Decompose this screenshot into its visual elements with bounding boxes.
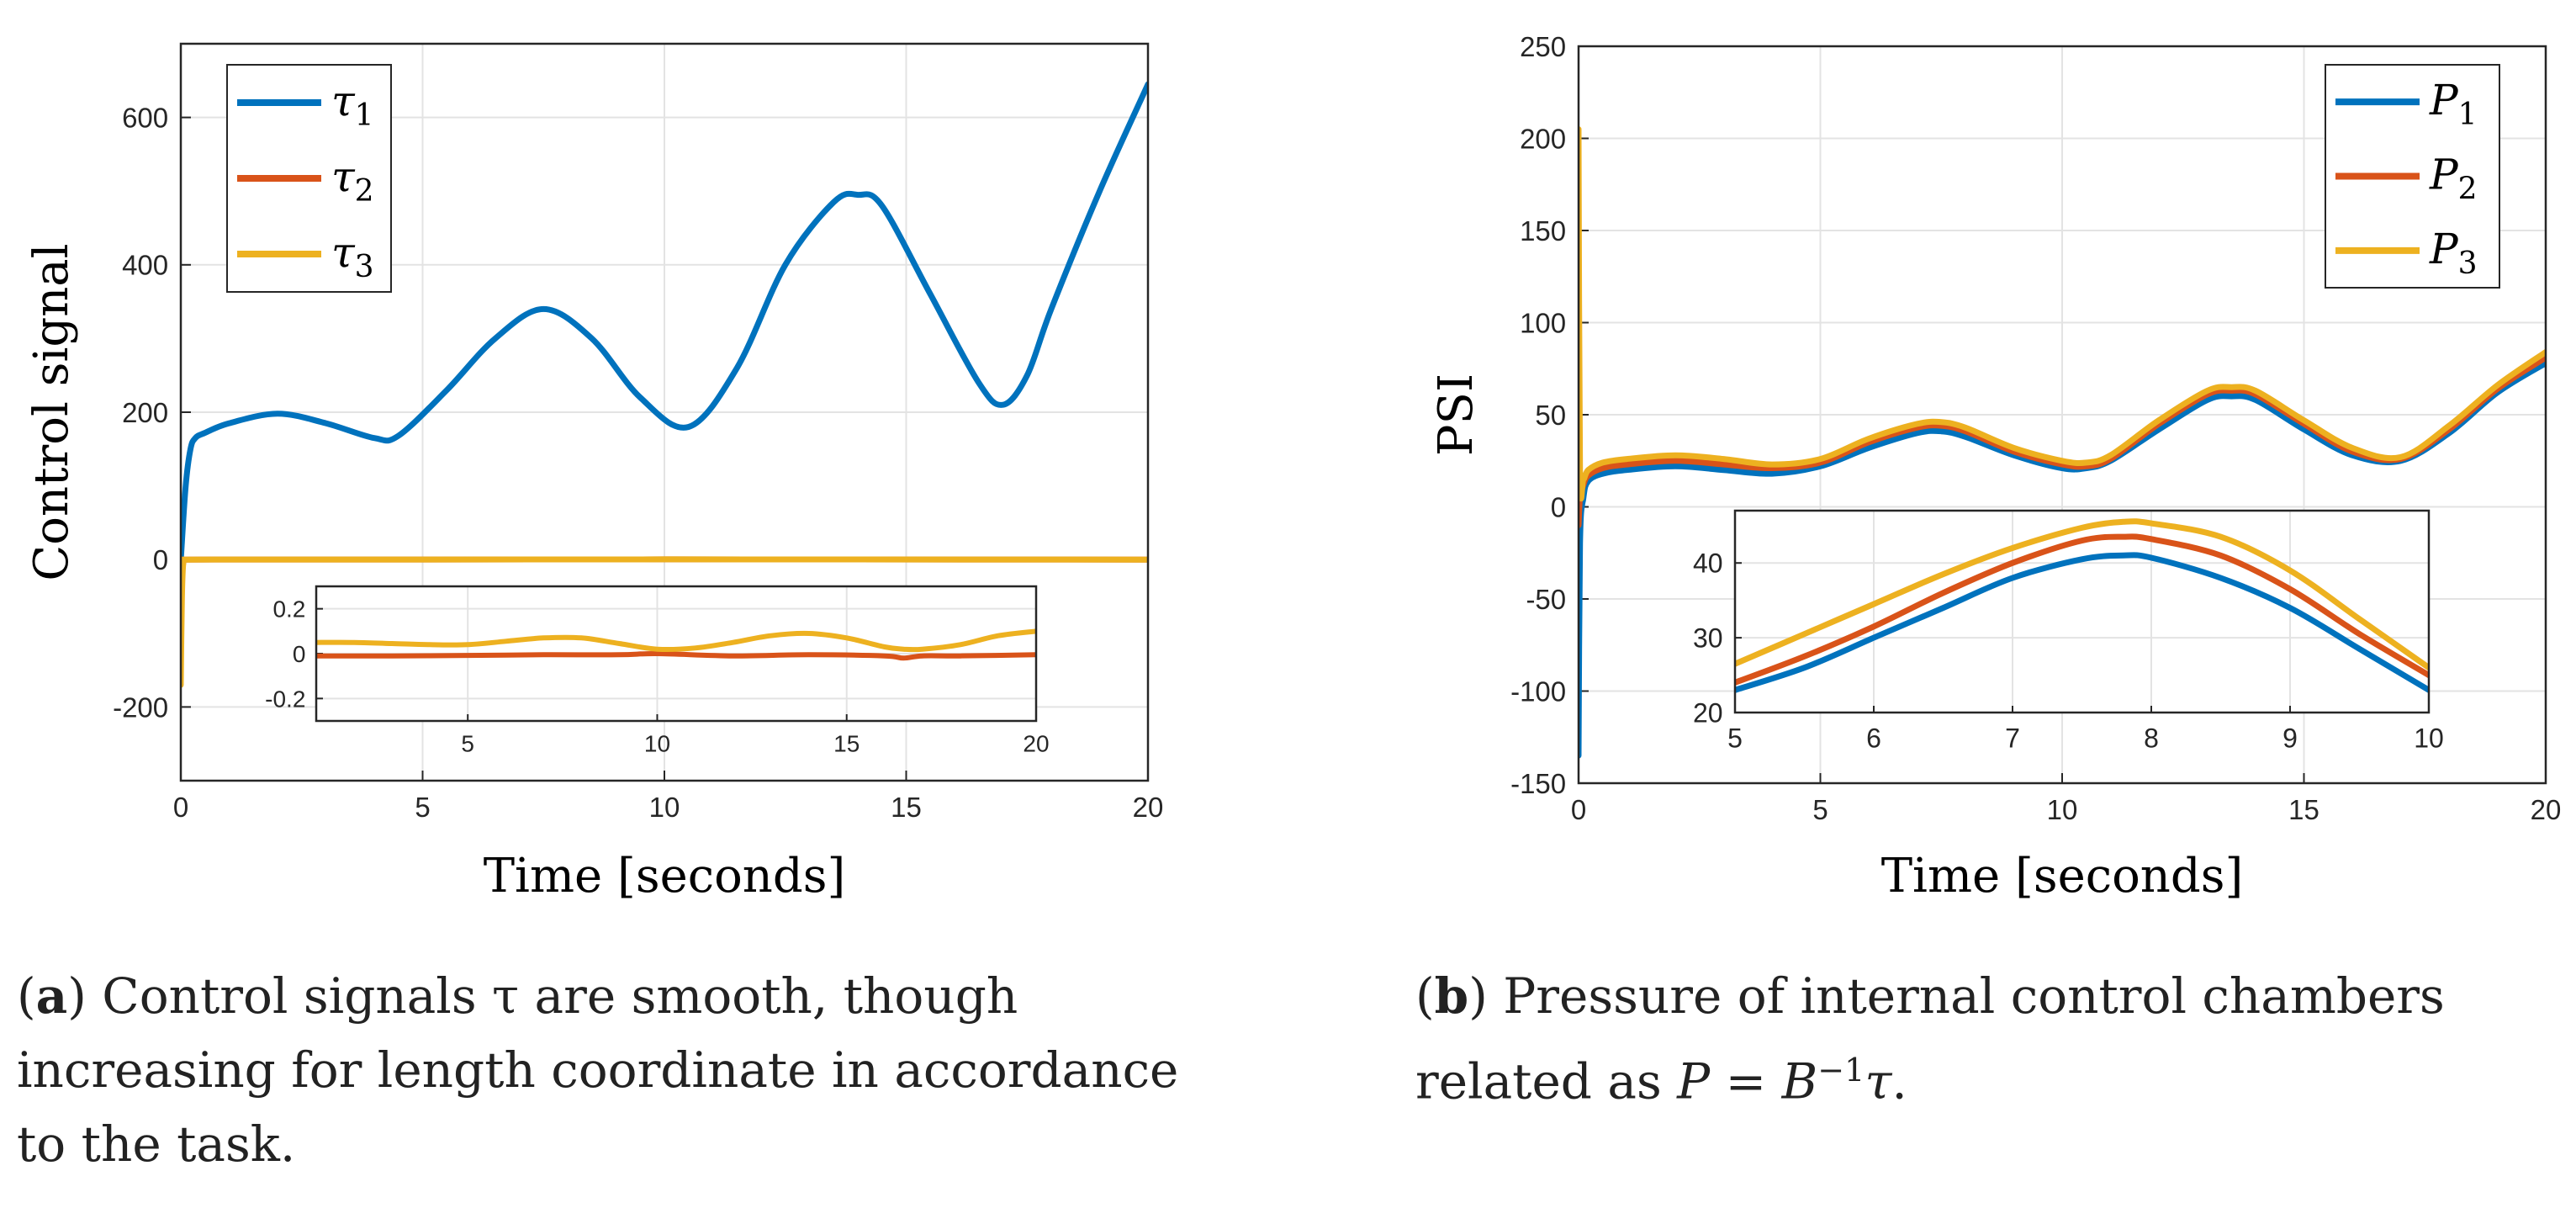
- caption-b: (b) Pressure of internal control chamber…: [1415, 967, 2445, 1110]
- b-legend-base: P: [2429, 76, 2459, 125]
- b-ytick-label: 250: [1520, 31, 1566, 62]
- b-inset-series-group: [1735, 518, 2429, 693]
- b-legend-base: P: [2429, 225, 2459, 273]
- b-legend-sub: 1: [2458, 98, 2478, 132]
- a-series-group: [181, 81, 1148, 688]
- a-inset-xtick-label: 10: [644, 730, 670, 756]
- a-legend-label-3: τ3: [331, 228, 374, 284]
- a-xtick-label: 20: [1133, 792, 1164, 823]
- b-inset-xtick-label: 10: [2414, 723, 2444, 754]
- b-line-P3: [1579, 126, 2546, 501]
- b-inset-ytick-label: 20: [1693, 698, 1723, 729]
- a-ylabel: Control signal: [24, 243, 79, 580]
- b-frame: [1577, 45, 2547, 785]
- a-inset-xtick-label: 20: [1023, 730, 1049, 756]
- b-ytick-label: 200: [1520, 123, 1566, 154]
- a-inset-series-group: [316, 628, 1036, 661]
- a-legend-label-1: τ1: [331, 77, 374, 133]
- a-legend-sub: 3: [355, 250, 374, 284]
- caption-b-math-p: P: [1677, 1052, 1711, 1110]
- a-ytick-label: 600: [122, 102, 168, 133]
- b-legend-label-1: P1: [2429, 76, 2478, 132]
- a-xtick-label: 0: [173, 792, 188, 823]
- caption-a-label: a: [35, 967, 68, 1025]
- b-inset-ytick-label: 40: [1693, 548, 1723, 579]
- a-legend-base: τ: [331, 228, 356, 277]
- b-line-P2: [1579, 354, 2546, 528]
- a-legend-base: τ: [331, 152, 356, 201]
- b-inset-line-P3: [1735, 518, 2429, 671]
- a-legend-base: τ: [331, 77, 356, 125]
- b-legend-sub: 3: [2458, 246, 2478, 281]
- caption-a-text: Control signals τ are smooth, though inc…: [17, 967, 1179, 1173]
- a-legend-sub: 1: [355, 98, 374, 133]
- a-xtick-label: 5: [415, 792, 430, 823]
- a-inset-frame: [315, 585, 1038, 723]
- b-inset-xtick-label: 6: [1866, 723, 1881, 754]
- b-legend-label-3: P3: [2429, 225, 2478, 281]
- b-ytick-label: 150: [1520, 215, 1566, 246]
- b-xlabel: Time [seconds]: [1881, 849, 2244, 903]
- a-ytick-label: 400: [122, 250, 168, 281]
- b-xtick-label: 20: [2531, 794, 2562, 825]
- b-ytick-label: 100: [1520, 307, 1566, 338]
- a-legend-sub: 2: [355, 174, 374, 209]
- b-inset-line-P2: [1735, 533, 2429, 686]
- b-legend-label-2: P2: [2429, 151, 2478, 207]
- a-xlabel: Time [seconds]: [484, 849, 846, 903]
- b-inset: 5 6 7 8 9 10 20 30 40: [1693, 509, 2444, 754]
- a-inset-line-τ3: [316, 628, 1036, 653]
- b-ytick-label: -150: [1510, 768, 1566, 799]
- b-ylabel: PSI: [1429, 374, 1484, 456]
- b-ytick-label: 0: [1551, 491, 1566, 522]
- caption-a: (a) Control signals τ are smooth, though…: [17, 967, 1179, 1173]
- a-line-τ3: [181, 556, 1148, 688]
- b-xtick-label: 0: [1571, 794, 1586, 825]
- a-inset-ytick-label: -0.2: [265, 686, 305, 712]
- a-frame: [179, 42, 1150, 782]
- b-inset-xtick-label: 7: [2005, 723, 2020, 754]
- b-line-P1: [1579, 360, 2546, 759]
- b-inset-xtick-label: 5: [1727, 723, 1743, 754]
- a-ytick-label: -200: [113, 691, 168, 723]
- a-xtick-label: 10: [649, 792, 680, 823]
- caption-b-math-sup: −1: [1817, 1052, 1865, 1089]
- b-legend-base: P: [2429, 151, 2459, 199]
- caption-b-math-b: = B: [1710, 1052, 1818, 1110]
- b-xtick-label: 15: [2288, 794, 2319, 825]
- b-ytick-label: -100: [1510, 676, 1566, 707]
- caption-b-label: b: [1434, 967, 1469, 1025]
- b-legend-sub: 2: [2458, 172, 2478, 207]
- a-inset-ytick-label: 0.2: [272, 596, 305, 623]
- b-inset-xtick-label: 9: [2282, 723, 2298, 754]
- b-xtick-label: 10: [2047, 794, 2078, 825]
- a-line-τ1: [181, 81, 1148, 563]
- caption-b-period: .: [1891, 1052, 1907, 1110]
- a-inset: 5 10 15 20 -0.2 0 0.2: [265, 585, 1050, 756]
- b-inset-xtick-label: 8: [2144, 723, 2159, 754]
- caption-b-text: Pressure of internal control chambers re…: [1415, 967, 2445, 1110]
- a-inset-ytick-label: 0: [293, 641, 306, 667]
- b-ytick-label: -50: [1526, 584, 1566, 615]
- a-inset-line-τ2: [316, 650, 1036, 661]
- b-inset-frame: [1733, 509, 2431, 714]
- b-inset-line-P1: [1735, 552, 2429, 693]
- b-series-group: [1579, 126, 2546, 759]
- a-ytick-label: 0: [153, 544, 168, 575]
- b-xtick-label: 5: [1812, 794, 1828, 825]
- b-ytick-label: 50: [1535, 400, 1566, 431]
- a-xtick-label: 15: [891, 792, 922, 823]
- b-inset-ytick-label: 30: [1693, 623, 1723, 654]
- caption-b-math-tau: τ: [1865, 1052, 1892, 1110]
- a-legend-label-2: τ2: [331, 152, 374, 209]
- a-ytick-label: 200: [122, 397, 168, 428]
- a-inset-xtick-label: 5: [461, 730, 474, 756]
- a-inset-xtick-label: 15: [833, 730, 860, 756]
